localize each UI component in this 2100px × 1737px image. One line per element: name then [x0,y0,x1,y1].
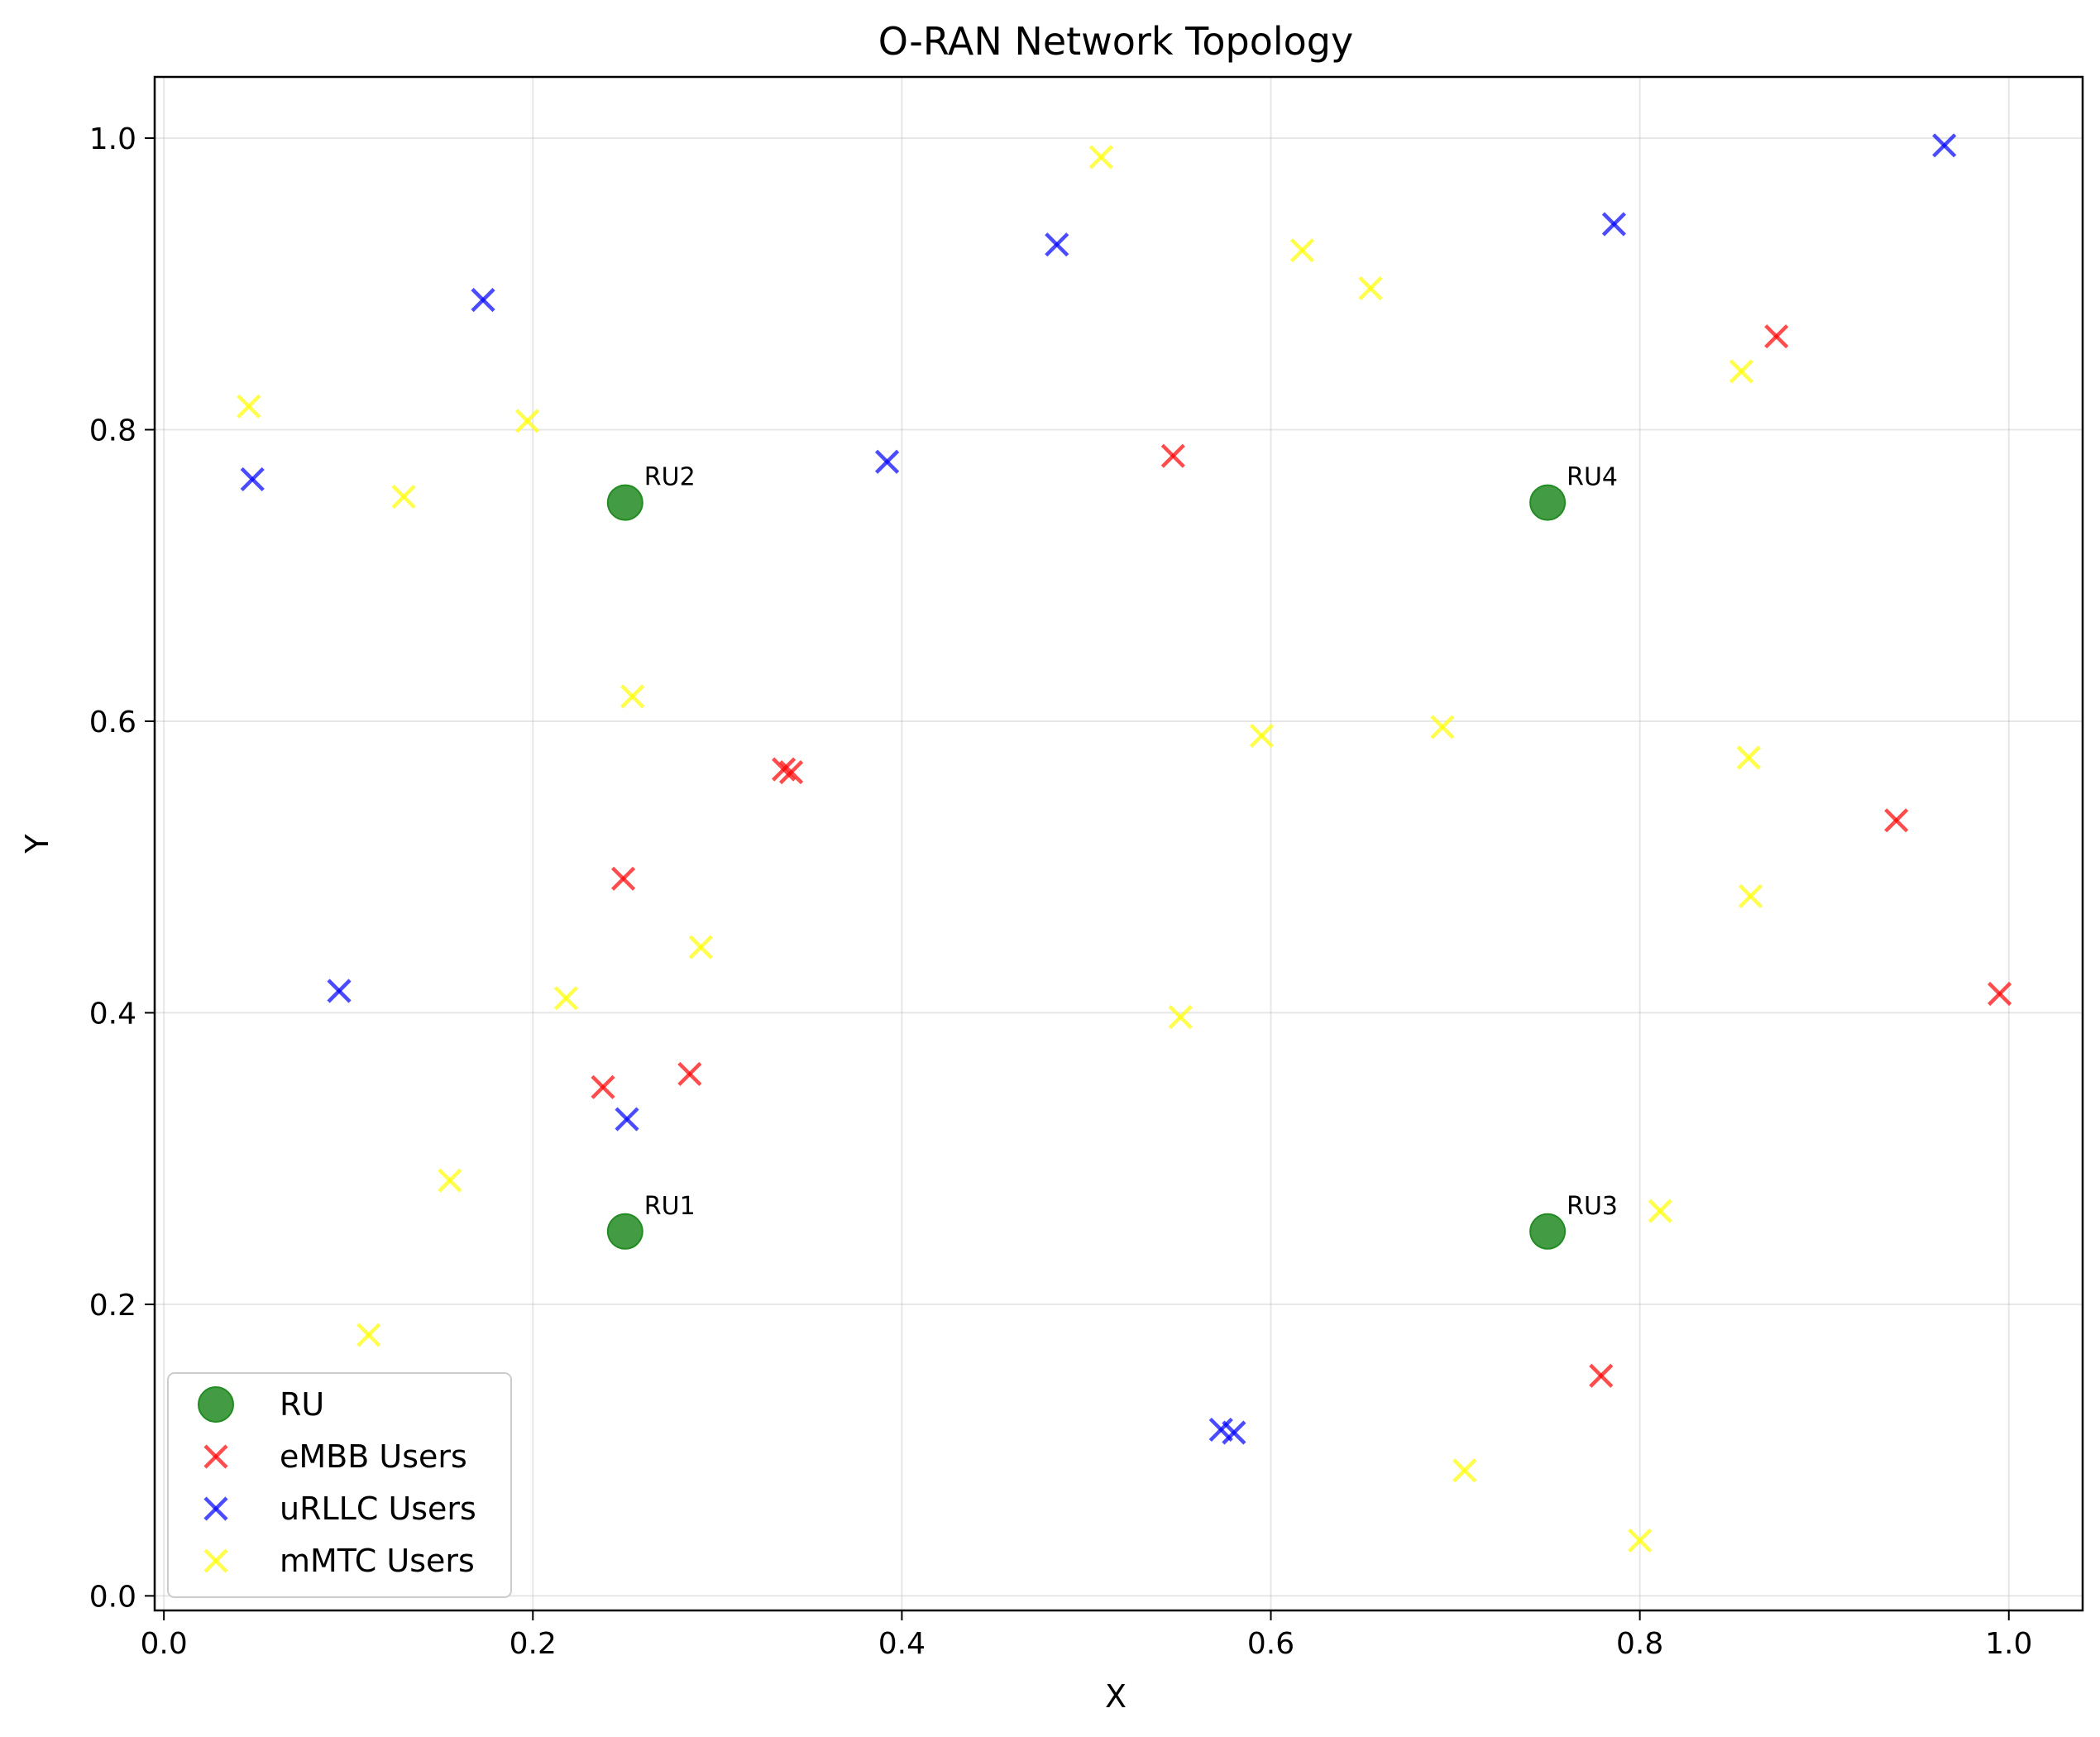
legend-marker-embb-users [203,1444,228,1469]
urllc-users-point [240,467,265,492]
urllc-users-point [1601,212,1627,237]
legend-marker-urllc-users [203,1496,228,1521]
ru-annotation: RU3 [1567,1192,1618,1221]
grid [155,77,2083,1610]
ru-annotation: RU1 [644,1192,696,1221]
urllc-users-point [471,288,495,313]
x-tick-label: 0.4 [878,1627,926,1661]
ru-point [1529,484,1567,521]
urllc-users-point [327,979,352,1003]
mmtc-users-point [1452,1458,1477,1483]
legend-label-mmtc-users: mMTC Users [280,1543,475,1579]
urllc-users-point [615,1107,639,1132]
mmtc-users-point [514,409,540,433]
ru-annotation: RU4 [1567,463,1618,492]
urllc-users-point [1222,1420,1246,1445]
y-tick-label: 0.6 [89,706,136,739]
legend-label-ru: RU [280,1386,324,1423]
embb-users-point [1764,324,1789,349]
mmtc-users-point [1358,275,1383,301]
plot-frame [153,75,2084,1612]
mmtc-users-point [237,394,261,419]
mmtc-users-point [1738,883,1763,909]
mmtc-users-point [553,986,579,1011]
urllc-users-point [1932,133,1957,158]
legend-label-embb-users: eMBB Users [280,1438,467,1475]
y-tick-label: 1.0 [89,122,136,156]
ru-point [606,1213,643,1250]
chart-title: O-RAN Network Topology [878,19,1353,64]
mmtc-users-point [1088,145,1113,170]
ru-point [1529,1213,1567,1250]
embb-users-point [591,1074,615,1099]
y-tick-label: 0.8 [89,414,136,447]
embb-users-point [778,760,804,785]
mmtc-users-point [356,1323,381,1347]
embb-users-point [1589,1363,1614,1388]
mmtc-users-point [1729,359,1753,384]
mmtc-users-point [620,684,645,709]
x-tick-label: 0.8 [1616,1627,1663,1661]
embb-users-point [1160,443,1185,468]
legend-marker-ru [198,1386,234,1423]
y-tick-label: 0.4 [89,997,136,1031]
mmtc-users-point [1249,723,1274,749]
mmtc-users-point [438,1168,462,1193]
legend-label-urllc-users: uRLLC Users [280,1491,476,1527]
mmtc-users-point [1736,745,1761,770]
urllc-users-point [874,449,900,474]
data-points: RU1 RU2 RU3 RU4 [237,133,2012,1553]
mmtc-users-point [1648,1199,1672,1223]
axis-ticks: 0.0 0.2 0.4 0.6 0.8 1.0 0.0 0.2 0.4 0.6 0.8 1.0 [89,122,2033,1661]
legend: RU eMBB Users uRLLC Users mMTC Users [167,1372,512,1598]
mmtc-users-point [1628,1528,1653,1553]
embb-users-point [772,757,796,782]
mmtc-users-point [1168,1005,1193,1030]
x-tick-label: 1.0 [1985,1627,2032,1661]
x-tick-label: 0.2 [509,1627,557,1661]
ru-point [606,484,643,521]
mmtc-users-point [1430,715,1455,739]
mmtc-users-point [1289,238,1315,263]
embb-users-point [677,1061,702,1087]
mmtc-users-point [391,484,416,510]
legend-marker-mmtc-users [203,1548,228,1573]
x-tick-label: 0.0 [141,1627,188,1661]
x-axis-label: X [1105,1678,1127,1715]
urllc-users-point [1045,232,1069,257]
ru-annotation: RU2 [644,463,696,492]
embb-users-point [1884,808,1909,833]
y-axis-label: Y [19,834,55,854]
y-tick-label: 0.2 [89,1289,136,1323]
embb-users-point [1988,981,2012,1007]
mmtc-users-point [688,935,713,959]
x-tick-label: 0.6 [1247,1627,1294,1661]
embb-users-point [610,866,636,891]
legend-box [167,1372,512,1598]
y-tick-label: 0.0 [89,1580,136,1614]
